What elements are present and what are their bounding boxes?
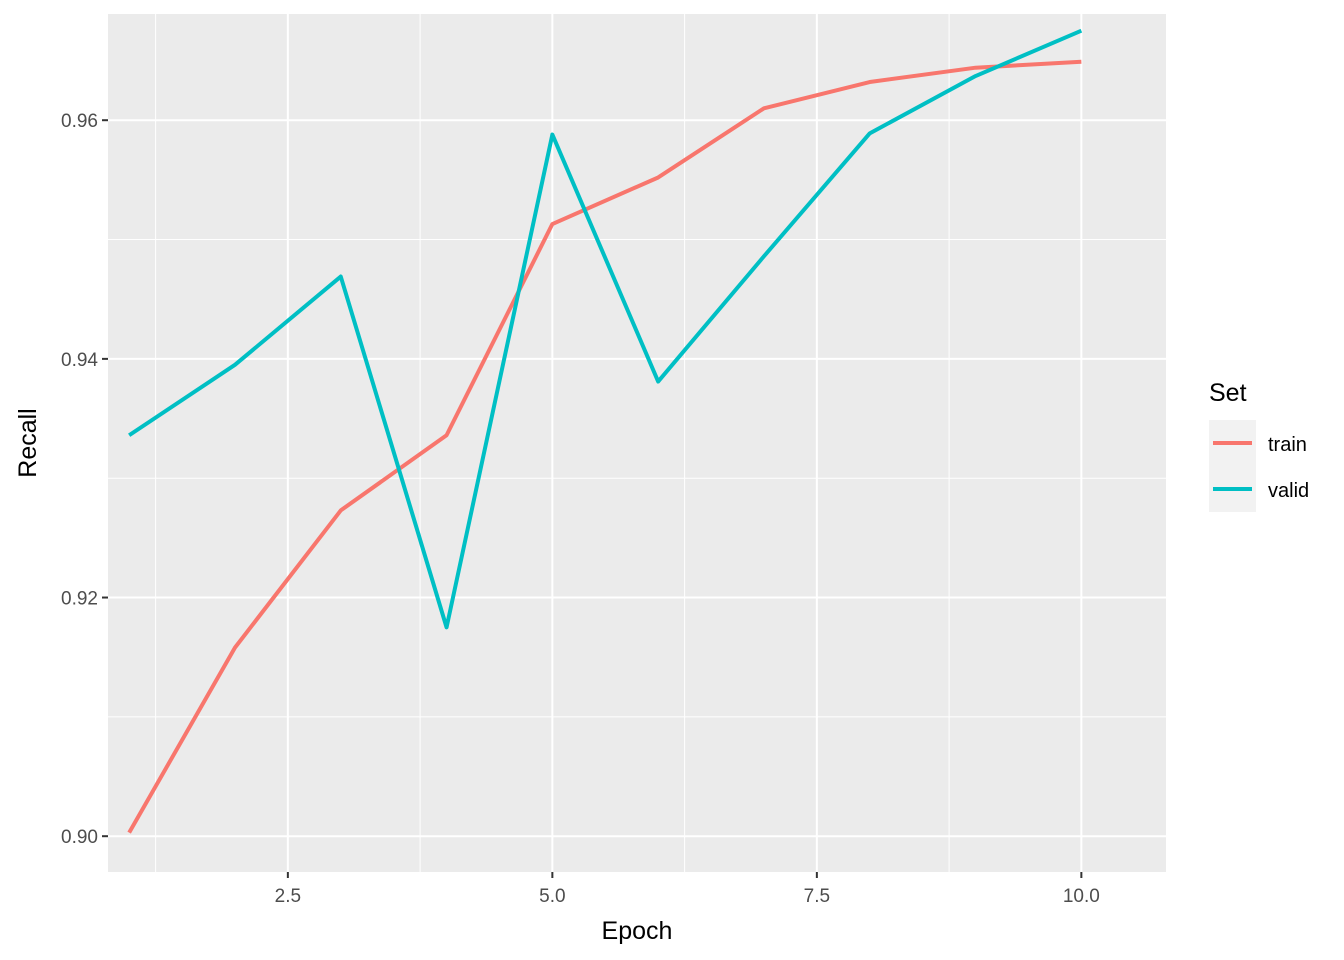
y-tick-label: 0.96	[61, 111, 98, 132]
x-tick-label: 5.0	[539, 886, 565, 907]
series-line-valid	[128, 28, 1083, 630]
y-tick-label: 0.92	[61, 589, 98, 610]
y-tick-label: 0.94	[61, 350, 98, 371]
y-axis: 0.90 0.92 0.94 0.96	[61, 111, 108, 848]
y-axis-title: Recall	[14, 408, 42, 477]
x-axis-title: Epoch	[602, 917, 673, 945]
y-tick-label: 0.90	[61, 827, 98, 848]
legend-title: Set	[1209, 379, 1247, 407]
legend-label-valid: valid	[1268, 480, 1309, 502]
major-gridlines	[108, 14, 1166, 872]
x-axis: 2.5 5.0 7.5 10.0	[275, 872, 1100, 907]
series-line-train	[127, 59, 1082, 834]
legend: Set train valid	[1209, 379, 1309, 512]
plot-panel	[108, 14, 1166, 872]
x-tick-label: 7.5	[804, 886, 830, 907]
x-tick-label: 10.0	[1063, 886, 1100, 907]
minor-gridlines	[108, 14, 1166, 872]
series-lines	[127, 28, 1083, 834]
x-tick-label: 2.5	[275, 886, 301, 907]
legend-label-train: train	[1268, 434, 1307, 456]
